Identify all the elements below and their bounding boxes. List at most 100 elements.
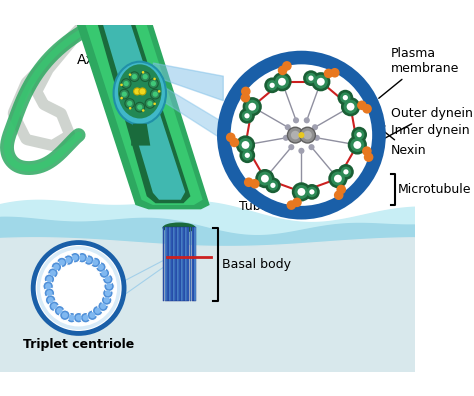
Circle shape	[219, 52, 384, 218]
Circle shape	[132, 74, 137, 79]
Circle shape	[48, 268, 58, 278]
Text: Triplet centriole: Triplet centriole	[23, 338, 134, 351]
Circle shape	[105, 290, 111, 296]
Circle shape	[139, 88, 146, 95]
Bar	[181, 227, 183, 301]
Circle shape	[72, 255, 78, 261]
Circle shape	[142, 71, 145, 74]
Circle shape	[83, 255, 94, 265]
Circle shape	[99, 268, 109, 278]
Circle shape	[328, 169, 347, 188]
Circle shape	[331, 171, 345, 186]
Circle shape	[306, 73, 316, 84]
Circle shape	[143, 74, 148, 79]
Circle shape	[312, 124, 318, 130]
Circle shape	[350, 138, 365, 152]
Circle shape	[362, 147, 372, 156]
Circle shape	[89, 312, 95, 318]
Circle shape	[44, 288, 55, 298]
Circle shape	[59, 259, 65, 266]
Circle shape	[54, 264, 59, 270]
Circle shape	[65, 257, 72, 263]
Circle shape	[348, 135, 367, 154]
Circle shape	[364, 152, 374, 162]
Circle shape	[354, 141, 361, 149]
Circle shape	[245, 113, 250, 118]
Text: Axoneme: Axoneme	[77, 53, 142, 67]
Circle shape	[51, 303, 57, 309]
Circle shape	[275, 75, 289, 89]
Circle shape	[337, 185, 346, 194]
Text: Plasma
membrane: Plasma membrane	[379, 47, 459, 98]
Circle shape	[351, 127, 367, 143]
Circle shape	[129, 72, 139, 82]
Circle shape	[40, 249, 117, 326]
Circle shape	[343, 169, 348, 175]
Circle shape	[242, 141, 249, 149]
Ellipse shape	[118, 64, 162, 118]
Circle shape	[250, 179, 260, 188]
Circle shape	[314, 75, 328, 89]
Circle shape	[317, 78, 325, 86]
Circle shape	[62, 312, 68, 318]
Circle shape	[44, 274, 55, 284]
Circle shape	[357, 101, 367, 110]
Circle shape	[47, 297, 54, 303]
Circle shape	[270, 83, 275, 88]
Circle shape	[334, 190, 344, 200]
Circle shape	[121, 79, 131, 88]
Text: Outer dynein: Outer dynein	[371, 107, 473, 146]
Circle shape	[293, 117, 299, 124]
Polygon shape	[98, 25, 191, 203]
Circle shape	[66, 312, 77, 323]
Circle shape	[309, 76, 314, 81]
Circle shape	[79, 255, 85, 261]
Circle shape	[356, 132, 362, 137]
Circle shape	[242, 150, 253, 160]
Circle shape	[334, 175, 342, 183]
Circle shape	[343, 95, 348, 100]
Circle shape	[120, 84, 123, 86]
Polygon shape	[86, 25, 203, 205]
Bar	[177, 227, 179, 301]
Circle shape	[92, 259, 99, 266]
Bar	[179, 227, 181, 301]
Circle shape	[50, 270, 56, 276]
Circle shape	[69, 315, 75, 321]
Circle shape	[77, 252, 88, 263]
Circle shape	[338, 164, 354, 180]
Circle shape	[33, 243, 124, 333]
Circle shape	[70, 252, 80, 263]
Circle shape	[300, 127, 315, 143]
Circle shape	[120, 97, 123, 99]
Circle shape	[106, 283, 112, 289]
Circle shape	[122, 91, 127, 97]
Circle shape	[268, 180, 278, 190]
Bar	[188, 227, 189, 301]
Circle shape	[75, 315, 82, 321]
Circle shape	[90, 257, 100, 268]
Circle shape	[153, 91, 158, 97]
Circle shape	[100, 303, 106, 309]
Circle shape	[96, 262, 106, 272]
Circle shape	[340, 92, 351, 103]
Circle shape	[129, 73, 131, 76]
Circle shape	[238, 138, 253, 152]
Ellipse shape	[114, 62, 166, 125]
Circle shape	[337, 90, 353, 105]
Circle shape	[135, 102, 145, 112]
Circle shape	[148, 79, 158, 88]
Circle shape	[147, 101, 153, 106]
Circle shape	[36, 246, 120, 330]
Circle shape	[95, 308, 101, 314]
Circle shape	[158, 90, 161, 93]
Circle shape	[60, 310, 70, 320]
Circle shape	[341, 97, 360, 116]
Circle shape	[102, 274, 113, 284]
Circle shape	[98, 264, 104, 270]
Circle shape	[236, 135, 255, 154]
Bar	[183, 227, 185, 301]
Circle shape	[245, 100, 259, 114]
Circle shape	[309, 189, 315, 194]
Circle shape	[304, 117, 310, 124]
